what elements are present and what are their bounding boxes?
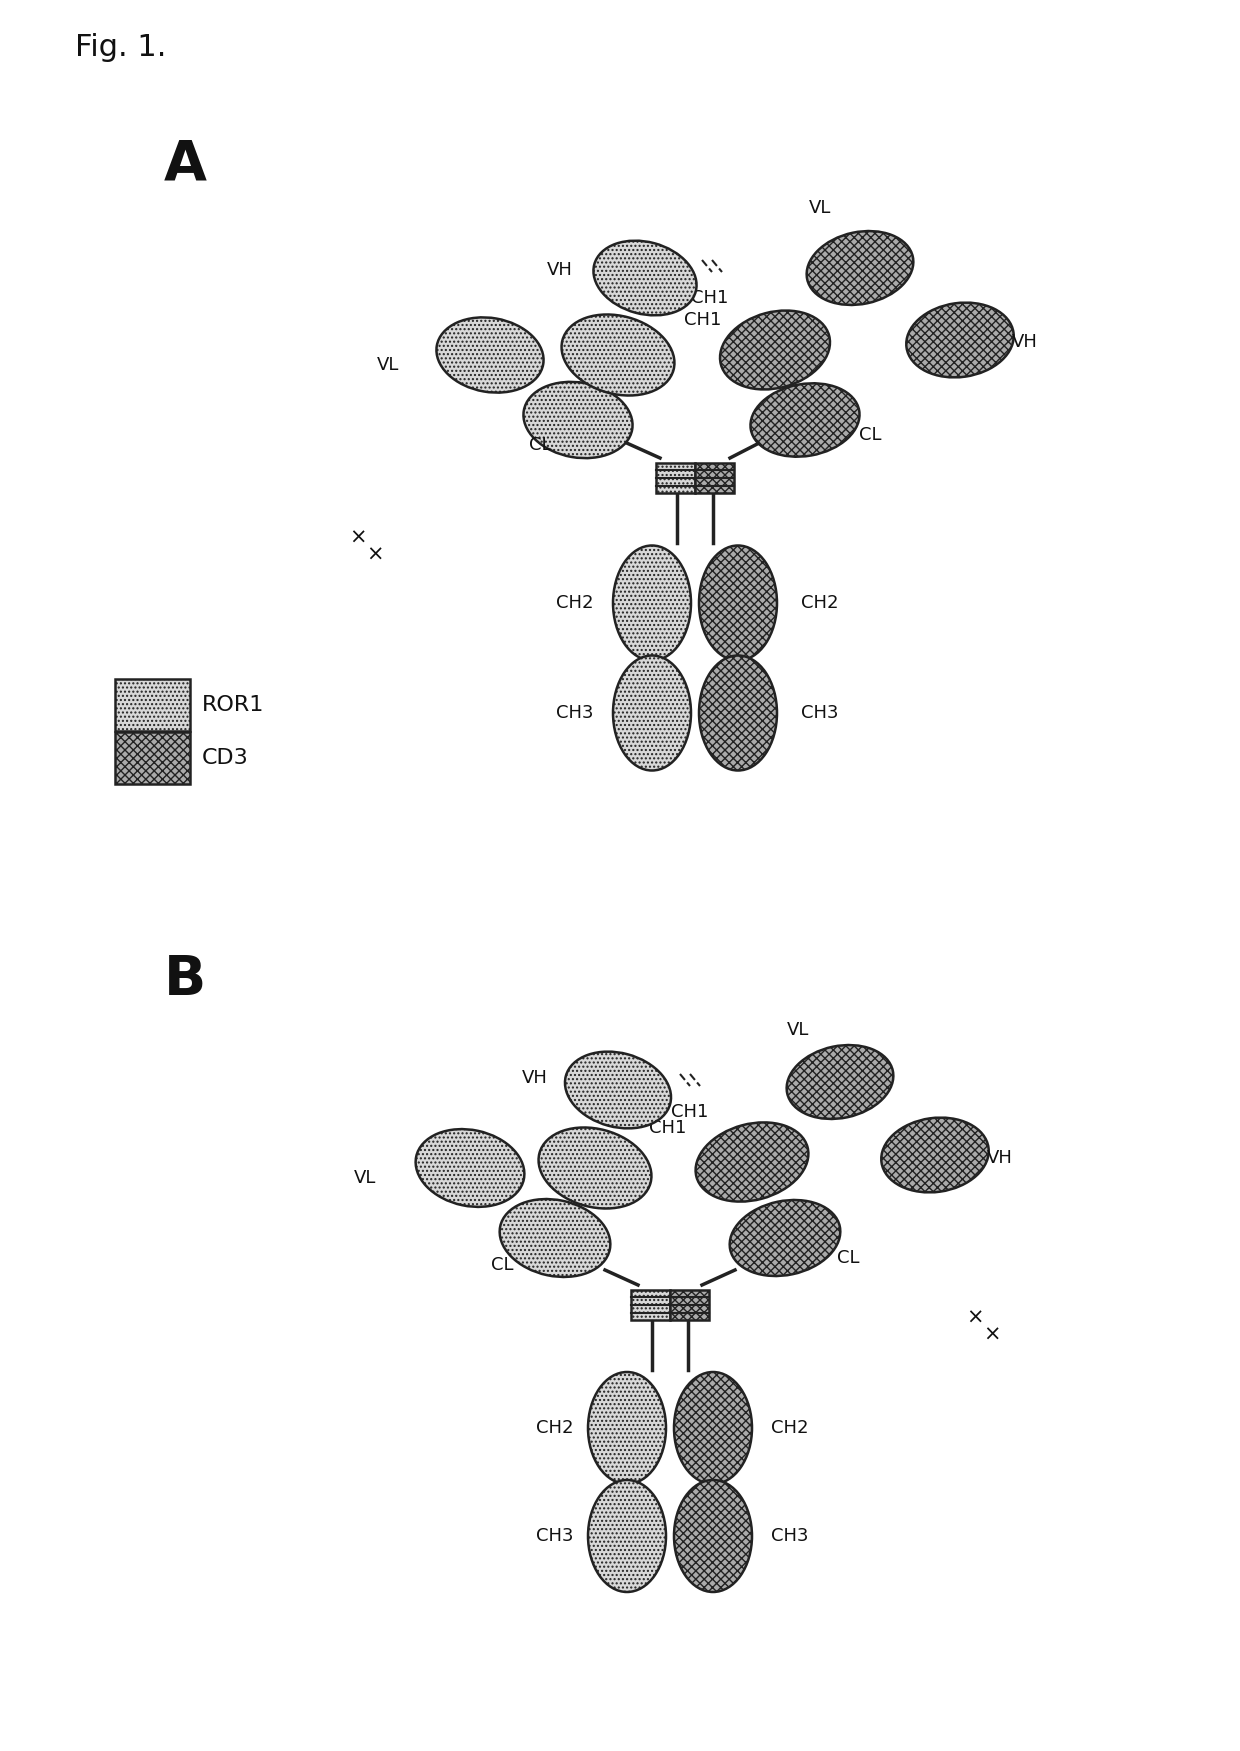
Text: CH2: CH2 <box>536 1418 574 1438</box>
Text: ×: × <box>966 1308 983 1327</box>
Text: VL: VL <box>787 1021 810 1038</box>
Text: CD3: CD3 <box>202 748 249 769</box>
Ellipse shape <box>729 1199 841 1276</box>
Text: CH3: CH3 <box>536 1527 574 1544</box>
Bar <box>115 732 190 784</box>
Ellipse shape <box>588 1480 666 1592</box>
Text: CH2: CH2 <box>771 1418 808 1438</box>
Ellipse shape <box>675 1480 751 1592</box>
Ellipse shape <box>613 655 691 770</box>
Bar <box>631 1290 670 1320</box>
Text: ROR1: ROR1 <box>202 695 264 714</box>
Ellipse shape <box>562 315 675 396</box>
Ellipse shape <box>500 1199 610 1276</box>
Text: ×: × <box>350 529 367 548</box>
Ellipse shape <box>415 1129 525 1206</box>
Text: VL: VL <box>353 1170 376 1187</box>
Ellipse shape <box>594 240 697 315</box>
Ellipse shape <box>699 655 777 770</box>
Bar <box>670 1290 709 1320</box>
Ellipse shape <box>675 1373 751 1485</box>
Bar <box>656 462 694 494</box>
Ellipse shape <box>699 546 777 660</box>
Ellipse shape <box>538 1128 651 1208</box>
Text: CH1: CH1 <box>692 289 729 306</box>
Ellipse shape <box>807 231 914 305</box>
Text: ×: × <box>366 545 383 566</box>
Text: VH: VH <box>987 1149 1013 1166</box>
Text: CH2: CH2 <box>801 594 838 613</box>
Text: CH3: CH3 <box>801 704 838 721</box>
Ellipse shape <box>750 383 859 457</box>
Bar <box>694 462 734 494</box>
Text: CH1: CH1 <box>684 312 722 329</box>
Text: Fig. 1.: Fig. 1. <box>74 33 166 63</box>
Text: CH3: CH3 <box>557 704 594 721</box>
Text: B: B <box>164 953 206 1007</box>
Ellipse shape <box>786 1045 893 1119</box>
Ellipse shape <box>436 317 543 392</box>
Text: VL: VL <box>377 355 399 375</box>
Text: CL: CL <box>491 1255 513 1275</box>
Text: CH1: CH1 <box>650 1119 687 1136</box>
Text: VH: VH <box>1012 333 1038 350</box>
Text: CL: CL <box>528 436 552 454</box>
Text: CH1: CH1 <box>671 1103 709 1121</box>
Ellipse shape <box>588 1373 666 1485</box>
Text: CL: CL <box>837 1248 859 1268</box>
Text: CH3: CH3 <box>771 1527 808 1544</box>
Text: CL: CL <box>859 425 882 445</box>
Ellipse shape <box>565 1052 671 1128</box>
Text: VL: VL <box>808 200 831 217</box>
Ellipse shape <box>882 1117 988 1192</box>
Text: VH: VH <box>547 261 573 278</box>
Text: CH2: CH2 <box>557 594 594 613</box>
Ellipse shape <box>696 1122 808 1201</box>
Bar <box>115 679 190 730</box>
Text: ×: × <box>983 1326 1001 1345</box>
Ellipse shape <box>906 303 1014 378</box>
Text: VH: VH <box>522 1070 548 1087</box>
Ellipse shape <box>613 546 691 660</box>
Text: A: A <box>164 138 207 193</box>
Ellipse shape <box>523 382 632 459</box>
Ellipse shape <box>720 310 830 389</box>
